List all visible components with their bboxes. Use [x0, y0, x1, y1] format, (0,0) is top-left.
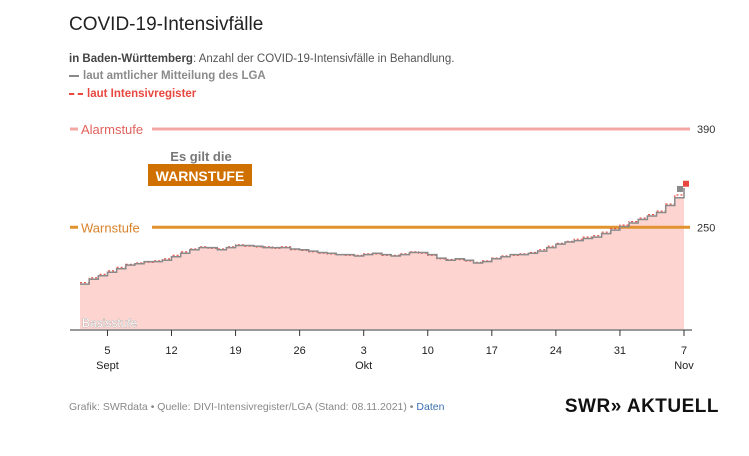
legend-swatch-register	[69, 92, 83, 95]
legend-item-register: laut Intensivregister	[69, 88, 196, 100]
x-tick-label: 10	[422, 345, 434, 357]
x-tick-label: 12	[165, 345, 177, 357]
legend-label-register: laut Intensivregister	[87, 88, 197, 100]
x-tick-label: 19	[229, 345, 241, 357]
brand-logo: SWR» AKTUELL	[564, 396, 719, 417]
warn-threshold-label: Warnstufe	[81, 220, 140, 235]
x-tick-label: 26	[294, 345, 306, 357]
x-tick-label: 24	[550, 345, 562, 357]
x-tick-month-label: Okt	[355, 360, 372, 372]
subtitle-text: : Anzahl der COVID-19-Intensivfälle in B…	[192, 53, 455, 65]
legend-swatch-lga	[69, 74, 79, 77]
status-badge	[148, 164, 252, 186]
series-end-marker-lga	[677, 185, 683, 192]
alarm-threshold-label: Alarmstufe	[81, 122, 143, 137]
x-tick-label: 17	[486, 345, 498, 357]
legend-item-lga: laut amtlicher Mitteilung des LGA	[69, 70, 266, 82]
warn-threshold-value: 250	[697, 222, 715, 234]
subtitle-region: in Baden-Württemberg	[69, 53, 193, 65]
x-tick-month-label: Nov	[674, 360, 694, 372]
base-level-label: Basisstufe	[82, 316, 138, 330]
status-value: WARNSTUFE	[156, 168, 245, 184]
x-tick-month-label: Sept	[96, 360, 119, 372]
status-label: Es gilt die	[170, 149, 231, 164]
chart-title: COVID-19-Intensivfälle	[69, 14, 264, 35]
data-link[interactable]: Daten	[416, 401, 445, 413]
x-tick-label: 5	[104, 345, 110, 357]
area-fill	[80, 188, 684, 329]
warn-label-bg	[70, 218, 152, 237]
series-end-marker-register	[683, 180, 689, 187]
x-tick-label: 7	[681, 345, 687, 357]
legend-label-lga: laut amtlicher Mitteilung des LGA	[83, 70, 266, 82]
footer-source: Grafik: SWRdata • Quelle: DIVI-Intensivr…	[69, 401, 444, 413]
series-line-lga	[80, 188, 685, 285]
chart-subtitle: in Baden-Württemberg: Anzahl der COVID-1…	[69, 53, 454, 65]
alarm-threshold-value: 390	[697, 124, 715, 136]
x-tick-label: 31	[614, 345, 626, 357]
x-tick-label: 3	[361, 345, 367, 357]
footer-source-text: Grafik: SWRdata • Quelle: DIVI-Intensivr…	[69, 401, 417, 413]
alarm-label-bg	[70, 120, 152, 139]
